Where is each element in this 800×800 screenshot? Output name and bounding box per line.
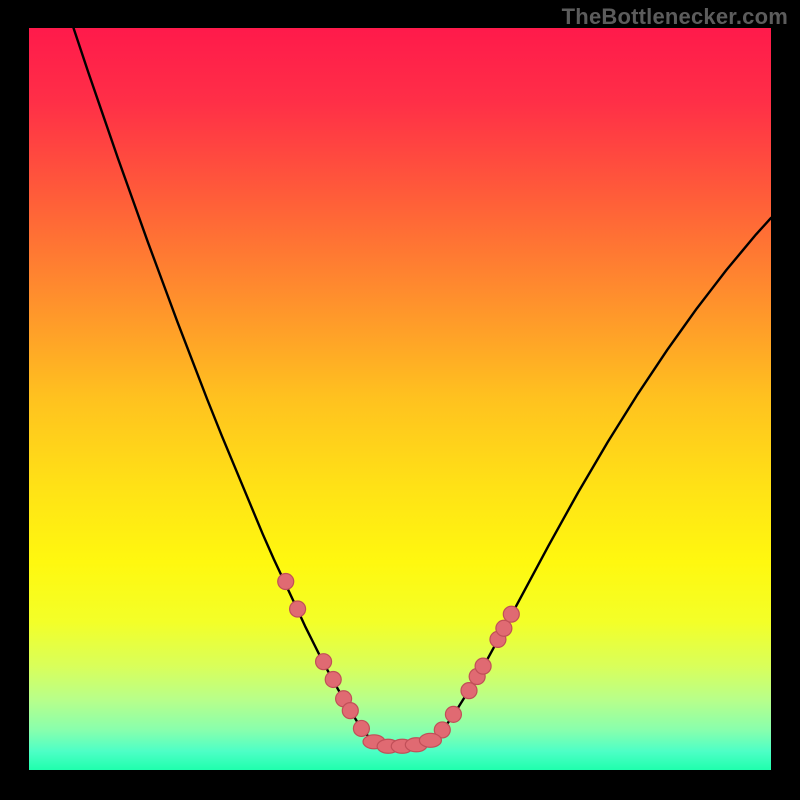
curve-marker [445,706,461,722]
curve-marker [475,658,491,674]
curve-marker [503,606,519,622]
plot-area [29,28,771,770]
curve-marker [353,720,369,736]
chart-frame: TheBottlenecker.com [0,0,800,800]
curve-marker [419,733,441,747]
curve-marker [342,703,358,719]
watermark-text: TheBottlenecker.com [562,4,788,30]
curve-marker [278,574,294,590]
gradient-background [29,28,771,770]
bottleneck-curve-chart [29,28,771,770]
curve-marker [316,654,332,670]
curve-marker [496,620,512,636]
curve-marker [461,683,477,699]
curve-marker [290,601,306,617]
curve-marker [325,671,341,687]
